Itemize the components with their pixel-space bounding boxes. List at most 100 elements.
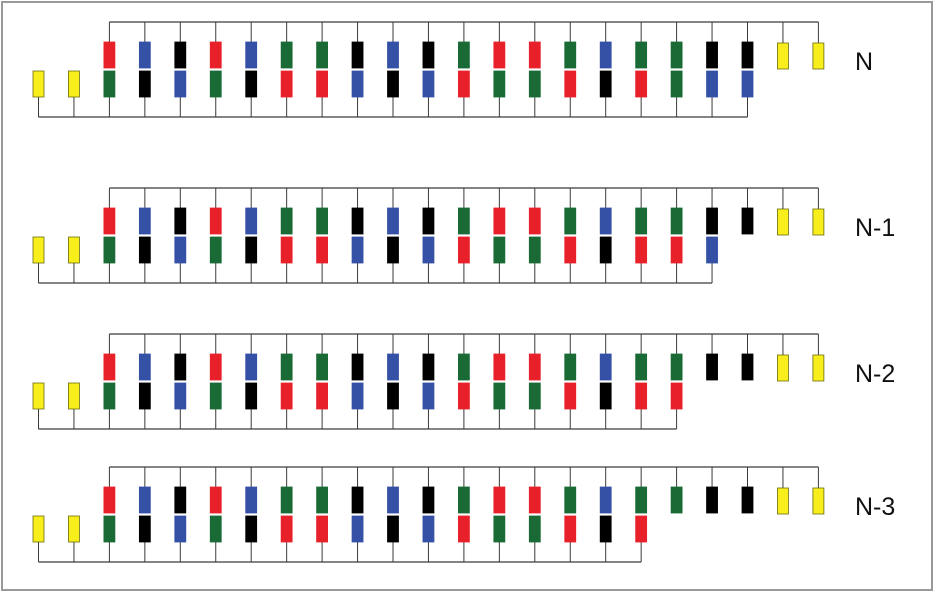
top-cell	[670, 486, 683, 514]
bottom-cell	[670, 382, 683, 410]
bottom-cell	[209, 70, 222, 98]
bottom-cell	[32, 515, 45, 543]
top-cell	[741, 41, 754, 69]
bottom-cell	[103, 382, 116, 410]
bottom-cell	[32, 70, 45, 98]
top-cell	[387, 207, 399, 235]
top-cell	[777, 487, 789, 515]
bottom-cell	[68, 236, 80, 264]
top-cell	[528, 207, 541, 235]
bottom-cell	[174, 70, 187, 98]
bottom-cell	[245, 382, 258, 410]
top-cell	[599, 207, 612, 235]
top-cell	[599, 486, 612, 514]
bottom-cell	[599, 515, 612, 543]
top-cell	[670, 41, 683, 69]
top-cell	[777, 42, 789, 70]
bottom-cell	[564, 70, 577, 98]
top-cell	[812, 208, 825, 236]
top-cell	[422, 486, 435, 514]
top-cell	[493, 41, 506, 69]
bottom-cell	[564, 236, 577, 264]
top-cell	[741, 207, 754, 235]
bottom-cell	[103, 70, 116, 98]
cell-row-2: N-1	[32, 187, 895, 284]
top-cell	[422, 353, 435, 381]
bottom-cell	[138, 382, 151, 410]
top-cell	[209, 486, 222, 514]
bottom-cell	[280, 515, 293, 543]
bottom-cell	[457, 236, 470, 264]
top-cell	[670, 353, 683, 381]
top-cell	[599, 353, 612, 381]
bottom-cell	[493, 236, 506, 264]
top-cell	[422, 41, 435, 69]
bottom-cell	[138, 236, 151, 264]
top-cell	[316, 207, 329, 235]
bottom-cell	[528, 515, 541, 543]
bottom-cell	[741, 70, 754, 98]
bottom-cell	[564, 382, 577, 410]
top-cell	[280, 353, 293, 381]
bottom-cell	[387, 515, 399, 543]
top-cell	[174, 207, 187, 235]
bottom-cell	[174, 515, 187, 543]
bottom-cell	[457, 70, 470, 98]
bottom-cell	[493, 382, 506, 410]
row-label: N-3	[855, 493, 895, 521]
top-cell	[528, 41, 541, 69]
top-cell	[209, 41, 222, 69]
top-cell	[706, 486, 718, 514]
top-cell	[387, 353, 399, 381]
top-cell	[245, 353, 258, 381]
row-label: N	[855, 48, 873, 76]
top-cell	[564, 353, 577, 381]
bottom-cell	[351, 236, 364, 264]
top-cell	[138, 41, 151, 69]
bottom-cell	[493, 70, 506, 98]
top-cell	[741, 486, 754, 514]
top-cell	[351, 207, 364, 235]
bottom-cell	[706, 70, 718, 98]
bottom-cell	[209, 236, 222, 264]
bottom-cell	[174, 236, 187, 264]
row-label: N-1	[855, 214, 895, 242]
bottom-cell	[280, 236, 293, 264]
top-cell	[635, 486, 648, 514]
top-cell	[777, 354, 789, 382]
top-cell	[457, 486, 470, 514]
top-cell	[351, 353, 364, 381]
bottom-cell	[422, 236, 435, 264]
top-cell	[457, 353, 470, 381]
bottom-cell	[138, 70, 151, 98]
top-cell	[174, 41, 187, 69]
cell-row-1: N	[32, 21, 873, 118]
top-cell	[528, 486, 541, 514]
bottom-cell	[635, 236, 648, 264]
bottom-cell	[351, 515, 364, 543]
top-cell	[706, 41, 718, 69]
bottom-cell	[635, 382, 648, 410]
bottom-cell	[528, 382, 541, 410]
bottom-cell	[635, 70, 648, 98]
top-cell	[564, 41, 577, 69]
bottom-cell	[68, 70, 80, 98]
bottom-cell	[599, 382, 612, 410]
top-cell	[812, 487, 825, 515]
top-cell	[493, 207, 506, 235]
bottom-cell	[528, 70, 541, 98]
bottom-cell	[245, 236, 258, 264]
bottom-cell	[316, 515, 329, 543]
top-cell	[316, 41, 329, 69]
bottom-cell	[670, 70, 683, 98]
top-cell	[280, 486, 293, 514]
bottom-cell	[245, 70, 258, 98]
cell-row-3: N-2	[32, 333, 895, 430]
bottom-cell	[564, 515, 577, 543]
bottom-cell	[103, 236, 116, 264]
bottom-cell	[32, 382, 45, 410]
bottom-cell	[316, 70, 329, 98]
top-cell	[422, 207, 435, 235]
top-cell	[457, 207, 470, 235]
top-cell	[103, 207, 116, 235]
